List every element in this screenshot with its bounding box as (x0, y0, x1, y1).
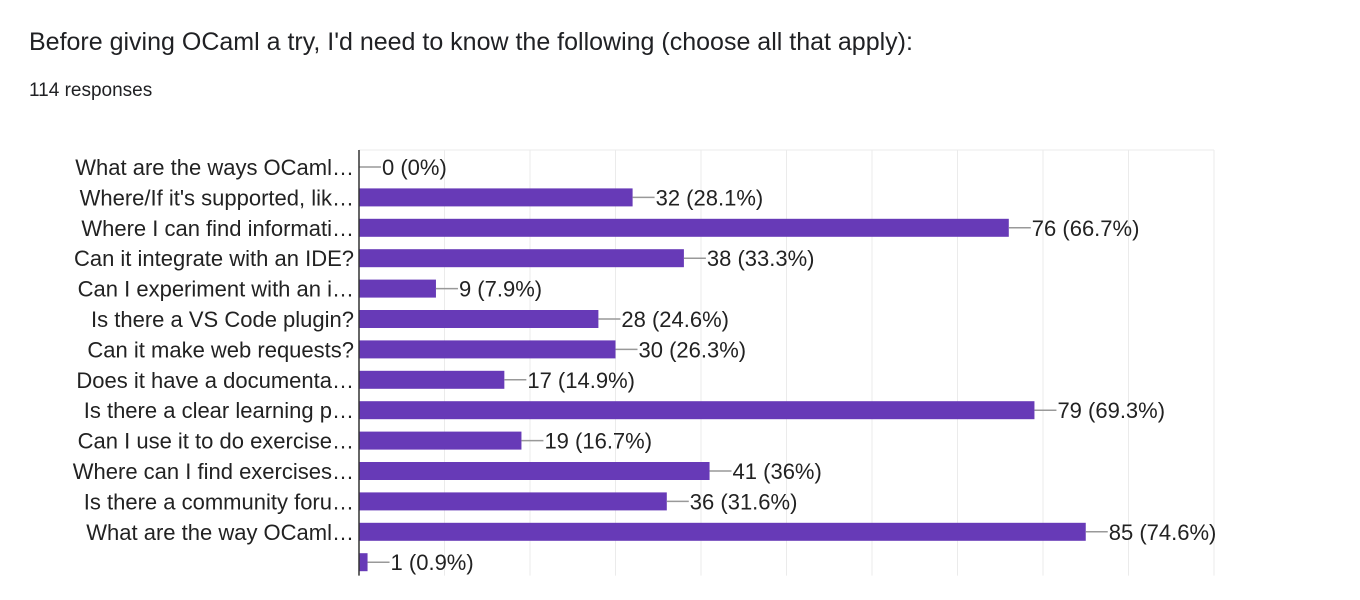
data-label: 79 (69.3%) (1057, 398, 1165, 423)
data-label: 0 (0%) (382, 155, 447, 180)
category-label: Where/If it's supported, lik… (80, 185, 354, 210)
bar (359, 218, 1009, 237)
category-label: Does it have a documenta… (76, 368, 354, 393)
category-label: Where can I find exercises… (73, 459, 354, 484)
data-label: 30 (26.3%) (639, 337, 747, 362)
data-label: 85 (74.6%) (1109, 520, 1217, 545)
category-label: Can it make web requests? (87, 337, 354, 362)
category-label: Where I can find informati… (81, 216, 354, 241)
bar (359, 431, 522, 450)
category-label: What are the ways OCaml… (75, 155, 354, 180)
bar (359, 310, 599, 328)
category-label: Can I experiment with an i… (78, 277, 354, 302)
data-label: 1 (0.9%) (391, 550, 474, 575)
bar (359, 340, 616, 359)
bar (359, 401, 1035, 420)
category-label: Is there a VS Code plugin? (91, 307, 354, 332)
data-label: 19 (16.7%) (544, 429, 652, 454)
data-label: 41 (36%) (733, 459, 822, 484)
data-label: 36 (31.6%) (690, 489, 798, 514)
data-label: 17 (14.9%) (527, 368, 635, 393)
data-label: 9 (7.9%) (459, 277, 542, 302)
category-label: Can I use it to do exercise… (78, 429, 354, 454)
response-count: 114 responses (29, 80, 153, 101)
category-label: Can it integrate with an IDE? (74, 246, 354, 271)
data-label: 32 (28.1%) (656, 185, 764, 210)
data-label: 76 (66.7%) (1032, 216, 1140, 241)
data-label: 28 (24.6%) (621, 307, 729, 332)
bar (359, 279, 436, 298)
bar (359, 492, 667, 511)
category-label: Is there a clear learning p… (84, 398, 354, 423)
bar (359, 188, 633, 207)
bar (359, 249, 684, 268)
category-label: Is there a community foru… (84, 489, 354, 514)
bar (359, 522, 1086, 541)
data-label: 38 (33.3%) (707, 246, 815, 271)
question-title: Before giving OCaml a try, I'd need to k… (29, 28, 913, 56)
bar (359, 370, 505, 389)
bar (359, 462, 710, 480)
category-label: What are the way OCaml… (86, 520, 354, 545)
